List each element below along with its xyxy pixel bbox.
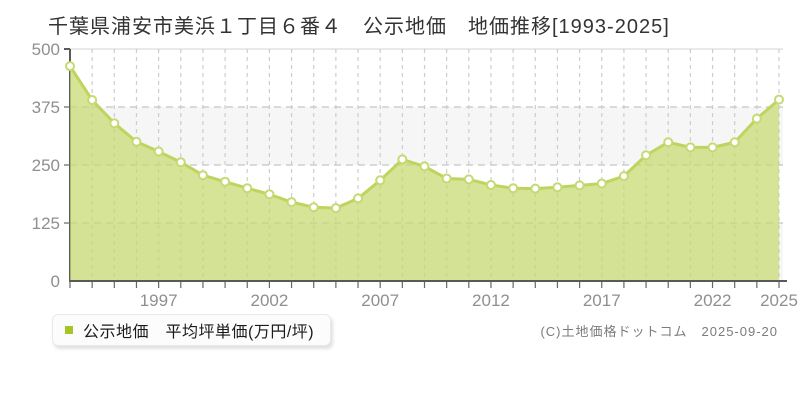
- legend-square-icon: [65, 326, 73, 334]
- x-axis-label: 2007: [361, 291, 399, 310]
- x-axis-label: 2012: [472, 291, 510, 310]
- data-point-marker: [552, 182, 563, 193]
- data-point-marker: [596, 178, 607, 189]
- data-point-marker: [441, 173, 452, 184]
- data-point-marker: [175, 157, 186, 168]
- legend: 公示地価 平均坪単価(万円/坪): [52, 314, 332, 346]
- data-point-marker: [87, 95, 98, 106]
- plot-band: [70, 49, 783, 107]
- y-axis-label: 250: [32, 156, 60, 175]
- data-point-marker: [65, 61, 75, 72]
- data-point-marker: [530, 183, 541, 194]
- data-point-marker: [618, 171, 629, 182]
- y-axis-label: 0: [51, 272, 60, 291]
- data-point-marker: [308, 202, 319, 213]
- data-point-marker: [330, 203, 341, 214]
- data-point-marker: [286, 197, 297, 208]
- x-axis-label: 2017: [583, 291, 621, 310]
- data-point-marker: [197, 170, 208, 181]
- page-title: 千葉県浦安市美浜１丁目６番４ 公示地価 地価推移[1993-2025]: [48, 16, 670, 38]
- data-point-marker: [574, 180, 585, 191]
- x-axis-label: 2022: [694, 291, 732, 310]
- data-point-marker: [397, 154, 408, 165]
- legend-label: 公示地価 平均坪単価(万円/坪): [83, 324, 315, 341]
- chart-area: 0 125 250 375 500 1997 2002 2007 2012 2017 2022 202…: [32, 40, 798, 310]
- data-point-marker: [729, 137, 740, 148]
- data-point-marker: [751, 113, 762, 124]
- x-axis-label: 2025: [760, 291, 798, 310]
- y-axis-label: 375: [32, 98, 60, 117]
- x-axis-label: 2002: [250, 291, 288, 310]
- data-point-marker: [508, 183, 519, 194]
- data-point-marker: [419, 161, 430, 172]
- x-axis-label: 1997: [140, 291, 178, 310]
- series-area: [70, 66, 779, 281]
- y-axis-label: 500: [32, 40, 60, 59]
- data-point-marker: [685, 142, 696, 153]
- data-point-marker: [641, 150, 652, 161]
- data-point-marker: [774, 94, 784, 105]
- data-point-marker: [153, 146, 164, 157]
- data-point-marker: [220, 176, 231, 187]
- data-point-marker: [109, 118, 120, 129]
- price-trend-chart: 0 125 250 375 500 1997 2002 2007 2012 2017 2022 202…: [32, 40, 798, 310]
- y-axis-label: 125: [32, 214, 60, 233]
- data-point-marker: [264, 189, 275, 200]
- data-point-marker: [707, 142, 718, 153]
- data-point-marker: [242, 183, 253, 194]
- copyright-text: (C)土地価格ドットコム 2025-09-20: [540, 324, 778, 339]
- data-point-marker: [663, 137, 674, 148]
- data-point-marker: [485, 179, 496, 190]
- data-point-marker: [353, 193, 364, 204]
- data-point-marker: [463, 174, 474, 185]
- data-point-marker: [375, 175, 386, 186]
- data-point-marker: [131, 136, 142, 147]
